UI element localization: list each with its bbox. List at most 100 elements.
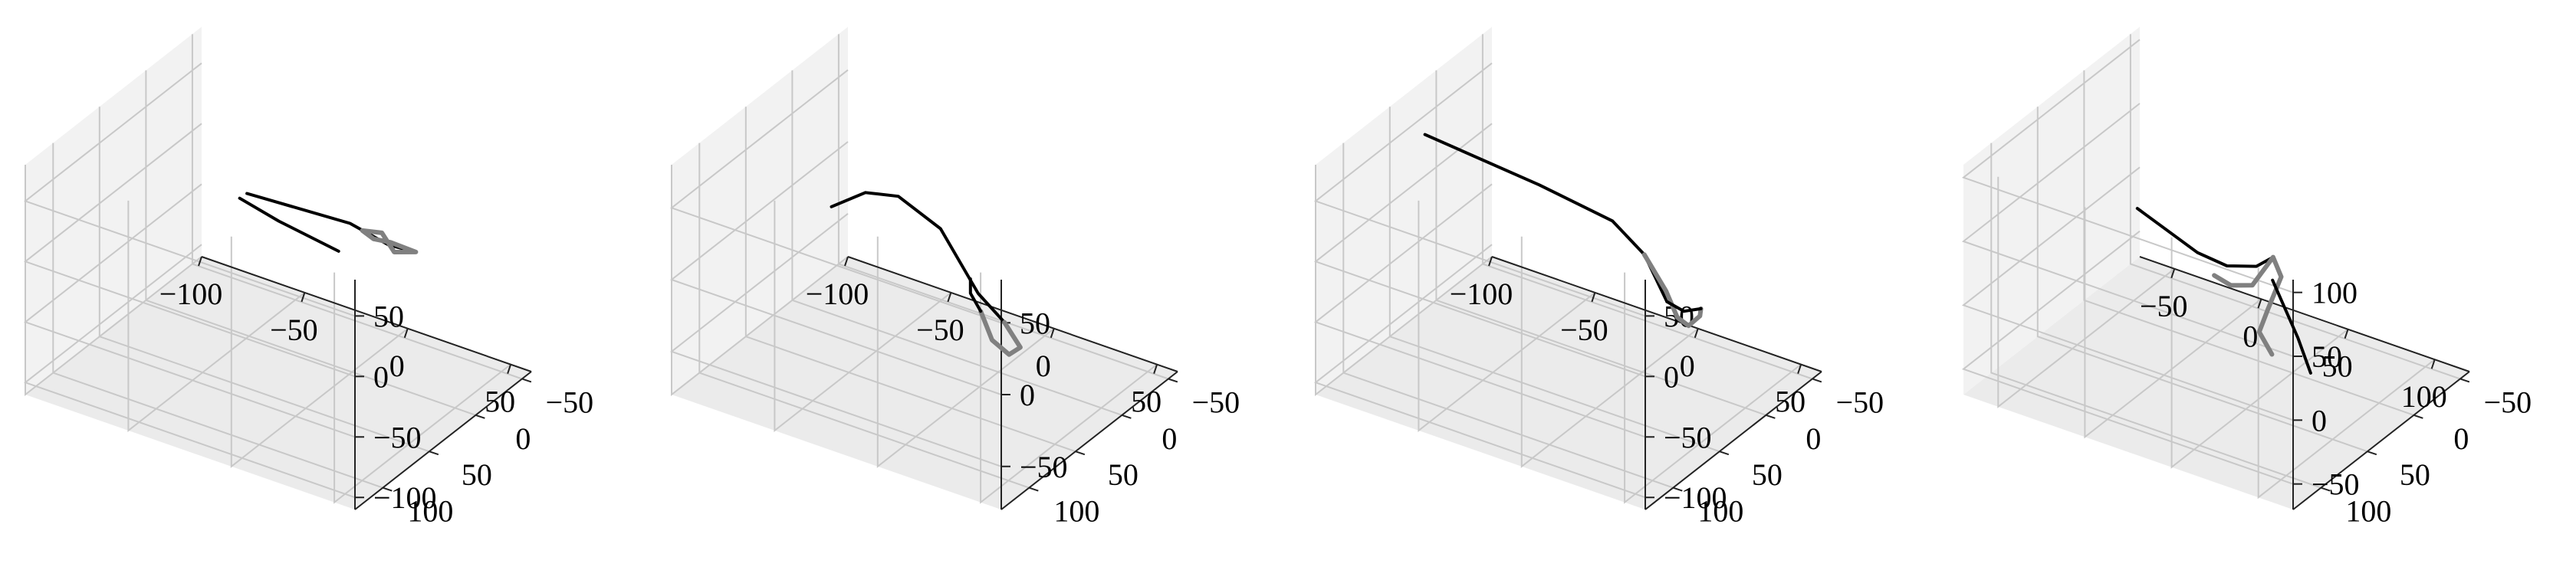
z-tick-label: −50 xyxy=(1664,420,1712,454)
y-tick xyxy=(1766,414,1776,419)
grid-line-z xyxy=(23,244,356,499)
y-tick-label: 100 xyxy=(1053,494,1099,529)
x-tick-label: −50 xyxy=(2140,289,2188,323)
grid-line-y xyxy=(145,70,476,416)
x-tick-label: 50 xyxy=(1775,385,1806,419)
series-line-2 xyxy=(2212,254,2284,357)
y-tick-label: 0 xyxy=(1806,421,1821,456)
series-line-1 xyxy=(2135,207,2275,268)
x-tick-label: 0 xyxy=(389,349,405,383)
grid-line-x xyxy=(876,236,1055,468)
x-tick-label: 0 xyxy=(2242,319,2258,353)
x-tick-label: −100 xyxy=(806,277,869,311)
grid-line-y xyxy=(744,107,1076,453)
x-tick-label: 0 xyxy=(1680,349,1695,383)
x-tick xyxy=(1694,328,1699,339)
y-tick-label: 50 xyxy=(462,457,492,492)
grid-line-z xyxy=(1961,166,2294,421)
grid-line-y xyxy=(791,70,1122,416)
x-tick-label: −50 xyxy=(916,313,964,347)
grid-line-y xyxy=(837,34,1169,380)
grid-line-y xyxy=(52,143,383,489)
series-line-2 xyxy=(1641,252,1704,329)
x-tick-label: −100 xyxy=(1450,277,1513,311)
grid-line-x xyxy=(1624,272,1802,504)
y-tick xyxy=(1122,414,1132,419)
y-tick-label: 50 xyxy=(1752,457,1783,492)
series-line-1 xyxy=(830,191,1007,324)
floor-pane xyxy=(1963,257,2469,510)
left-pane xyxy=(1316,27,1492,395)
x-axis-line xyxy=(847,256,1178,372)
y-tick xyxy=(1812,378,1822,383)
grid-line-x xyxy=(671,165,849,397)
x-tick xyxy=(403,328,409,339)
left-pane xyxy=(25,27,202,395)
grid-line-z xyxy=(23,62,356,317)
y-tick xyxy=(429,451,439,456)
x-tick xyxy=(2170,268,2176,279)
y-tick xyxy=(1719,451,1730,456)
series-line-2 xyxy=(238,196,340,253)
x-axis-line xyxy=(2139,256,2470,372)
y-tick-label: −50 xyxy=(1192,385,1240,419)
grid-line-y xyxy=(1435,70,1766,416)
y-axis-line xyxy=(354,371,532,510)
y-axis-line xyxy=(1001,371,1178,510)
x-tick xyxy=(1797,364,1802,374)
x-tick xyxy=(2257,298,2262,309)
grid-line-z xyxy=(669,69,1002,324)
grid-line-z xyxy=(669,213,1002,467)
y-tick xyxy=(521,378,532,383)
x-tick xyxy=(947,292,952,303)
grid-line-z xyxy=(1961,38,2294,293)
y-tick xyxy=(1672,487,1683,492)
grid-line-y xyxy=(1388,107,1720,453)
x-tick-label: −100 xyxy=(159,277,223,311)
x-tick-label: 50 xyxy=(2322,349,2353,384)
grid-line-y xyxy=(698,143,1030,489)
y-tick xyxy=(2320,487,2331,492)
z-tick-label: −50 xyxy=(1020,450,1068,484)
grid-line-z xyxy=(1961,103,2294,357)
grid-line-y xyxy=(98,107,430,453)
series-line-2 xyxy=(978,309,1023,357)
y-tick xyxy=(1075,451,1086,456)
grid-line-z xyxy=(1313,123,1646,378)
grid-line-y xyxy=(1481,34,1813,380)
x-tick-label: −50 xyxy=(270,313,318,347)
y-tick-label: 100 xyxy=(1697,494,1743,529)
x-tick xyxy=(301,292,306,303)
grid-line-z xyxy=(1313,183,1646,438)
y-axis-line xyxy=(2292,371,2470,510)
grid-line-z xyxy=(23,183,356,438)
y-tick xyxy=(2459,378,2470,383)
z-tick-label: −100 xyxy=(373,480,437,515)
series-line-3 xyxy=(2271,278,2312,375)
y-tick xyxy=(475,414,485,419)
x-tick xyxy=(2344,329,2349,339)
z-tick-label: 0 xyxy=(1020,378,1035,412)
z-tick-label: 0 xyxy=(373,359,389,394)
left-pane xyxy=(1963,27,2140,395)
y-tick xyxy=(1168,378,1178,383)
y-tick-label: −50 xyxy=(546,385,594,419)
x-tick-label: 0 xyxy=(1036,349,1051,383)
x-tick-label: 50 xyxy=(1131,385,1162,419)
x-tick xyxy=(1050,328,1055,339)
z-tick-label: −50 xyxy=(373,420,422,454)
z-tick-label: −50 xyxy=(2312,467,2360,502)
x-tick xyxy=(1488,256,1493,267)
x-tick xyxy=(2430,359,2436,369)
y-tick-label: 50 xyxy=(2400,457,2430,492)
y-tick-label: 0 xyxy=(515,421,531,456)
z-tick-label: 50 xyxy=(2312,339,2342,374)
y-tick xyxy=(2367,451,2377,456)
x-axis-line xyxy=(201,256,532,372)
x-tick xyxy=(198,256,202,267)
x-tick xyxy=(507,364,512,374)
